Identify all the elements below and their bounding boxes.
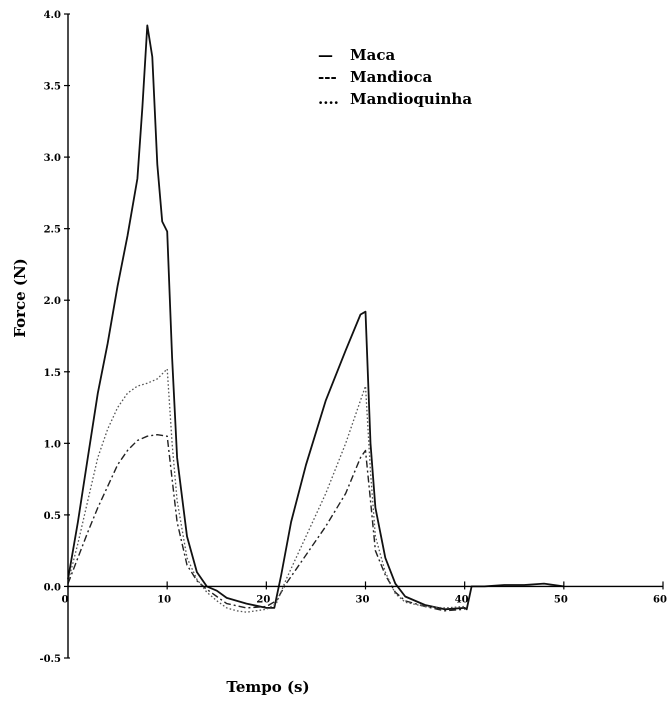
legend-marker: —: [318, 46, 333, 64]
legend: — Maca --- Mandioca.... Mandioquinha: [318, 46, 472, 108]
y-tick-label: -0.5: [39, 654, 61, 665]
x-tick-label: 10: [157, 594, 171, 605]
y-tick-label: 1.0: [44, 439, 61, 450]
y-tick-label: 3.5: [44, 82, 61, 93]
series-line-mandioquinha: [67, 368, 465, 613]
x-tick-label: 60: [653, 594, 667, 605]
x-ticks: 0 10 20 30 40 50 60: [62, 581, 667, 605]
y-tick-label: 0.5: [44, 511, 61, 522]
legend-entry-mandioquinha: Mandioquinha: [350, 90, 472, 108]
y-tick-label: 3.0: [44, 153, 61, 164]
x-axis-title: Tempo (s): [226, 678, 309, 696]
series-line-mandioca: [67, 434, 465, 612]
legend-entry-mandioca: Mandioca: [350, 68, 433, 86]
y-axis-title: Force (N): [11, 258, 29, 338]
y-ticks: 4.0 3.5 3.0 2.5 2.0 1.5 1.0 0.5 0.0 -0.5: [39, 10, 70, 665]
x-tick-label: 30: [356, 594, 370, 605]
series-layer: [67, 24, 564, 613]
series-line-maca: [67, 24, 564, 611]
y-tick-label: 0.0: [44, 582, 61, 593]
y-tick-label: 1.5: [44, 368, 61, 379]
legend-entry-maca: Maca: [350, 46, 395, 64]
x-tick-label: 0: [62, 594, 69, 605]
x-tick-label: 40: [455, 594, 469, 605]
axes-layer: 4.0 3.5 3.0 2.5 2.0 1.5 1.0 0.5 0.0 -0.5 0 10 20 30 4…: [39, 10, 667, 665]
legend-marker: ---: [318, 68, 337, 86]
x-tick-label: 20: [256, 594, 270, 605]
x-tick-label: 50: [554, 594, 568, 605]
legend-marker: ....: [318, 90, 339, 108]
y-tick-label: 2.5: [44, 225, 61, 236]
y-tick-label: 2.0: [44, 296, 61, 307]
y-tick-label: 4.0: [44, 10, 61, 21]
